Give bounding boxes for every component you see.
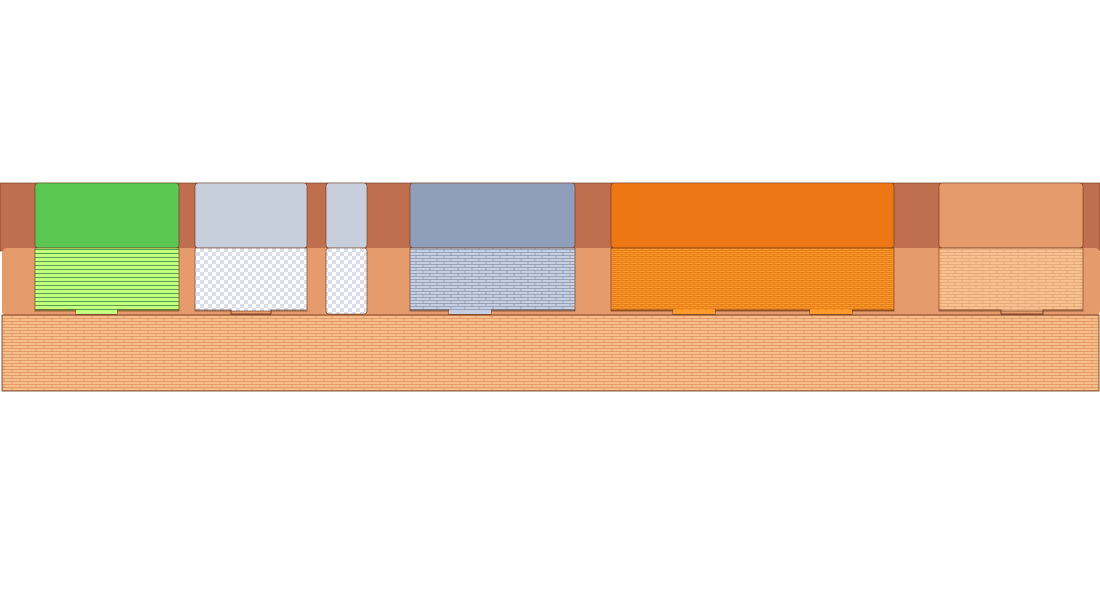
module-slate-pad <box>449 310 491 314</box>
module-peach-fill <box>938 247 1084 312</box>
module-silver-1-top <box>194 182 308 249</box>
module-silver-2-fill <box>325 247 368 315</box>
module-peach-top <box>938 182 1084 249</box>
module-silver-1-fill <box>194 247 308 312</box>
module-silver-1 <box>194 182 308 315</box>
module-orange-top <box>610 182 895 249</box>
module-slate <box>409 182 576 315</box>
module-peach <box>938 182 1084 315</box>
module-green-pad <box>76 310 117 314</box>
module-silver-2 <box>325 182 368 315</box>
module-orange-pad-2 <box>810 310 852 314</box>
module-slate-top <box>409 182 576 249</box>
module-green-top <box>34 182 180 249</box>
base-layer <box>1 314 1100 392</box>
module-orange-fill <box>610 247 895 312</box>
module-silver-1-connector <box>195 309 307 315</box>
module-orange <box>610 182 895 315</box>
module-slate-fill <box>409 247 576 312</box>
module-peach-connector <box>939 309 1083 315</box>
module-silver-2-top <box>325 182 368 249</box>
module-orange-pad-1 <box>673 310 715 314</box>
module-green <box>34 182 180 315</box>
module-green-fill <box>34 247 180 312</box>
